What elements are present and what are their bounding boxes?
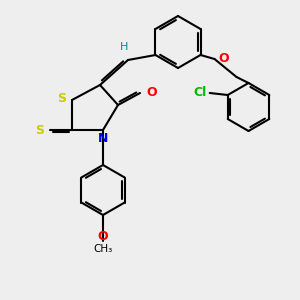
Text: Cl: Cl — [194, 86, 207, 100]
Text: H: H — [120, 42, 128, 52]
Text: S: S — [57, 92, 66, 104]
Text: N: N — [98, 132, 108, 145]
Text: O: O — [98, 230, 108, 243]
Text: CH₃: CH₃ — [93, 244, 112, 254]
Text: O: O — [218, 52, 229, 65]
Text: O: O — [146, 86, 157, 100]
Text: S: S — [35, 124, 44, 136]
